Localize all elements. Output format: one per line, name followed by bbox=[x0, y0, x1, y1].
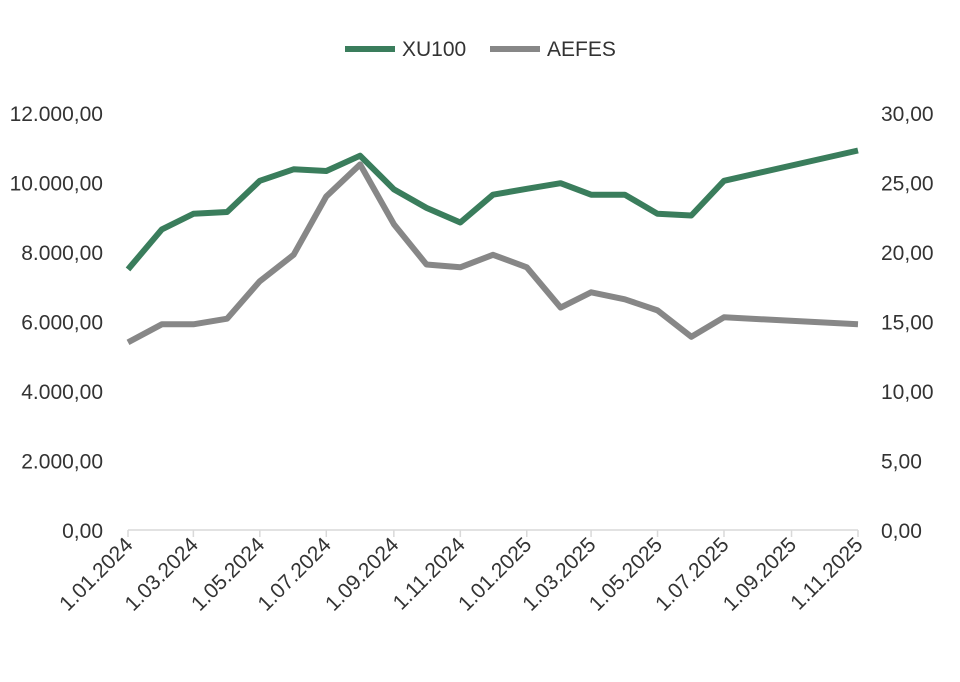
right-y-tick-label: 25,00 bbox=[881, 173, 934, 196]
left-y-tick-label: 8.000,00 bbox=[21, 242, 103, 265]
right-y-tick-label: 0,00 bbox=[881, 520, 922, 543]
series-line-xu100 bbox=[125, 147, 859, 272]
right-y-tick-label: 10,00 bbox=[881, 381, 934, 404]
legend-label-aefes: AEFES bbox=[547, 38, 616, 61]
left-y-tick-label: 6.000,00 bbox=[21, 312, 103, 335]
left-y-tick-label: 12.000,00 bbox=[10, 103, 103, 126]
right-y-tick-label: 5,00 bbox=[881, 451, 922, 474]
x-tick-label: 1.09.2024 bbox=[321, 533, 404, 616]
left-y-tick-label: 4.000,00 bbox=[21, 381, 103, 404]
left-y-axis: 0,00 2.000,00 4.000,00 6.000,00 8.000,00 10.0… bbox=[10, 103, 103, 543]
x-tick-label: 1.11.2025 bbox=[786, 533, 867, 614]
right-y-axis: 0,00 5,00 10,00 15,00 20,00 25,00 30,00 bbox=[881, 103, 934, 543]
right-y-tick-label: 20,00 bbox=[881, 242, 934, 265]
chart-legend: XU100 AEFES bbox=[345, 38, 616, 61]
left-y-tick-label: 10.000,00 bbox=[10, 173, 103, 196]
right-y-tick-label: 15,00 bbox=[881, 312, 934, 335]
plot-area bbox=[125, 147, 859, 346]
series-line-aefes bbox=[126, 161, 859, 346]
left-y-tick-label: 2.000,00 bbox=[21, 451, 103, 474]
legend-label-xu100: XU100 bbox=[402, 38, 466, 61]
x-axis: 1.01.20241.03.20241.05.20241.07.20241.09… bbox=[55, 529, 868, 616]
left-y-tick-label: 0,00 bbox=[62, 520, 103, 543]
right-y-tick-label: 30,00 bbox=[881, 103, 934, 126]
x-tick-label: 1.09.2025 bbox=[719, 533, 801, 615]
x-tick-label: 1.07.2025 bbox=[651, 533, 733, 615]
